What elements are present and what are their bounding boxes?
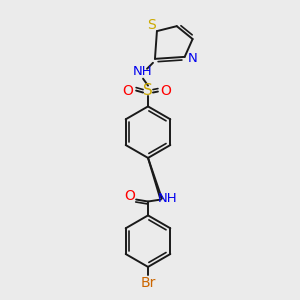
Text: Br: Br: [140, 276, 156, 290]
Text: O: O: [125, 189, 136, 202]
Text: S: S: [143, 83, 153, 98]
Text: N: N: [188, 52, 197, 65]
Text: NH: NH: [132, 65, 152, 78]
Text: O: O: [160, 84, 171, 98]
Text: O: O: [122, 84, 133, 98]
Text: S: S: [148, 18, 156, 32]
Text: NH: NH: [158, 192, 178, 205]
